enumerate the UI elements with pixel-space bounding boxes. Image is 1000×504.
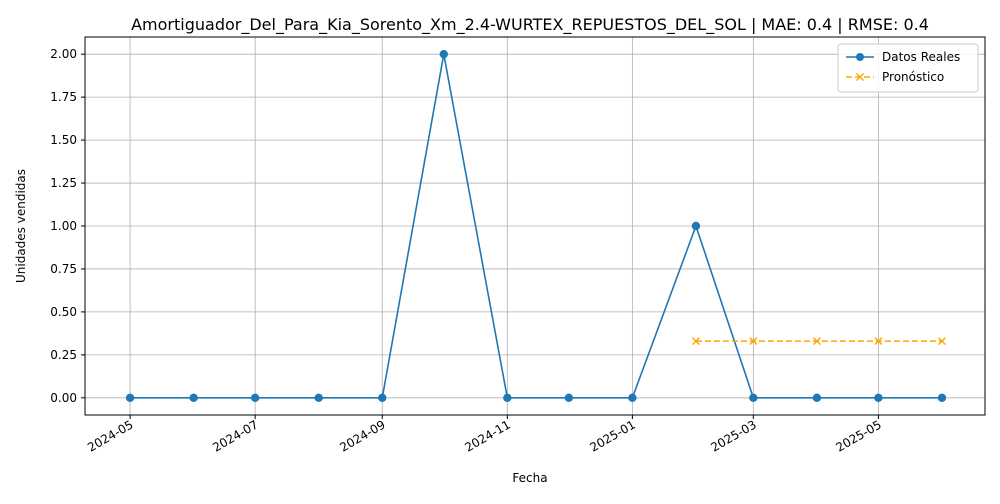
legend: Datos Reales Pronóstico xyxy=(837,43,979,93)
marker-stroke xyxy=(874,337,883,346)
data-point xyxy=(749,393,758,403)
data-point xyxy=(874,393,883,403)
legend-marker xyxy=(856,53,864,61)
x-axis: 2024-05 2024-07 2024-09 2024-11 2025-01 2025-… xyxy=(85,415,884,455)
x-tick-label: 2025-03 xyxy=(708,417,758,454)
x-tick-label: 2024-05 xyxy=(85,417,135,454)
marker-stroke xyxy=(937,337,946,346)
data-point xyxy=(439,49,448,59)
data-point xyxy=(691,337,700,346)
marker-stroke xyxy=(749,337,758,346)
data-point xyxy=(937,337,946,346)
legend-marker xyxy=(856,73,864,81)
data-point xyxy=(874,337,883,346)
legend-item: Pronóstico xyxy=(846,70,944,84)
x-tick-label: 2025-05 xyxy=(833,417,883,454)
data-point xyxy=(749,337,758,346)
data-point xyxy=(812,337,821,346)
y-axis: 0.00 0.25 0.50 0.75 1.00 1.25 1.50 1.75 2.00 xyxy=(50,47,85,405)
y-tick-label: 0.50 xyxy=(50,305,77,319)
data-point xyxy=(125,393,135,403)
y-tick-label: 0.25 xyxy=(50,348,77,362)
data-point xyxy=(937,393,947,403)
y-tick-label: 1.75 xyxy=(50,90,77,104)
data-point xyxy=(812,393,822,403)
data-point xyxy=(314,393,323,403)
data-point xyxy=(250,393,260,403)
x-tick-label: 2025-01 xyxy=(587,417,637,454)
grid xyxy=(85,37,985,415)
marker-stroke xyxy=(812,337,821,346)
data-point xyxy=(691,221,701,231)
y-tick-label: 0.75 xyxy=(50,262,77,276)
y-tick-label: 1.25 xyxy=(50,176,77,190)
series-layer xyxy=(125,49,947,403)
y-tick-label: 1.00 xyxy=(50,219,77,233)
data-point xyxy=(503,393,512,403)
x-tick-label: 2024-07 xyxy=(210,417,260,454)
data-point xyxy=(564,393,574,403)
legend-label: Datos Reales xyxy=(882,50,960,64)
y-tick-label: 1.50 xyxy=(50,133,77,147)
data-point xyxy=(189,393,198,403)
y-tick-label: 0.00 xyxy=(50,391,77,405)
y-tick-label: 2.00 xyxy=(50,47,77,61)
x-axis-label: Fecha xyxy=(512,471,547,485)
data-point xyxy=(628,393,637,403)
data-point xyxy=(378,393,387,403)
x-tick-label: 2024-09 xyxy=(337,417,387,454)
series-line-0 xyxy=(130,54,942,399)
legend-item: Datos Reales xyxy=(846,50,960,64)
x-tick-label: 2024-11 xyxy=(462,417,512,454)
marker-stroke xyxy=(691,337,700,346)
chart-title: Amortiguador_Del_Para_Kia_Sorento_Xm_2.4… xyxy=(131,15,929,35)
y-axis-label: Unidades vendidas xyxy=(14,169,28,283)
legend-label: Pronóstico xyxy=(882,70,944,84)
legend-box xyxy=(837,43,979,93)
